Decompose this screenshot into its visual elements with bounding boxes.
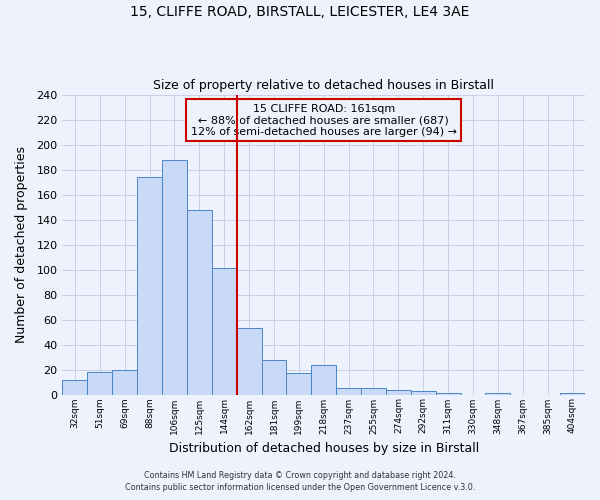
- Text: Contains HM Land Registry data © Crown copyright and database right 2024.
Contai: Contains HM Land Registry data © Crown c…: [125, 471, 475, 492]
- Bar: [286, 374, 311, 394]
- Bar: [411, 391, 436, 394]
- Bar: [336, 388, 361, 394]
- Text: 15, CLIFFE ROAD, BIRSTALL, LEICESTER, LE4 3AE: 15, CLIFFE ROAD, BIRSTALL, LEICESTER, LE…: [130, 5, 470, 19]
- Bar: [162, 160, 187, 394]
- Bar: [187, 210, 212, 394]
- Bar: [212, 268, 236, 394]
- Bar: [236, 328, 262, 394]
- Bar: [62, 380, 88, 394]
- Title: Size of property relative to detached houses in Birstall: Size of property relative to detached ho…: [153, 79, 494, 92]
- Bar: [262, 360, 286, 394]
- Bar: [386, 390, 411, 394]
- Y-axis label: Number of detached properties: Number of detached properties: [15, 146, 28, 343]
- Text: 15 CLIFFE ROAD: 161sqm
← 88% of detached houses are smaller (687)
12% of semi-de: 15 CLIFFE ROAD: 161sqm ← 88% of detached…: [191, 104, 457, 137]
- Bar: [88, 372, 112, 394]
- Bar: [311, 364, 336, 394]
- Bar: [361, 388, 386, 394]
- X-axis label: Distribution of detached houses by size in Birstall: Distribution of detached houses by size …: [169, 442, 479, 455]
- Bar: [112, 370, 137, 394]
- Bar: [137, 177, 162, 394]
